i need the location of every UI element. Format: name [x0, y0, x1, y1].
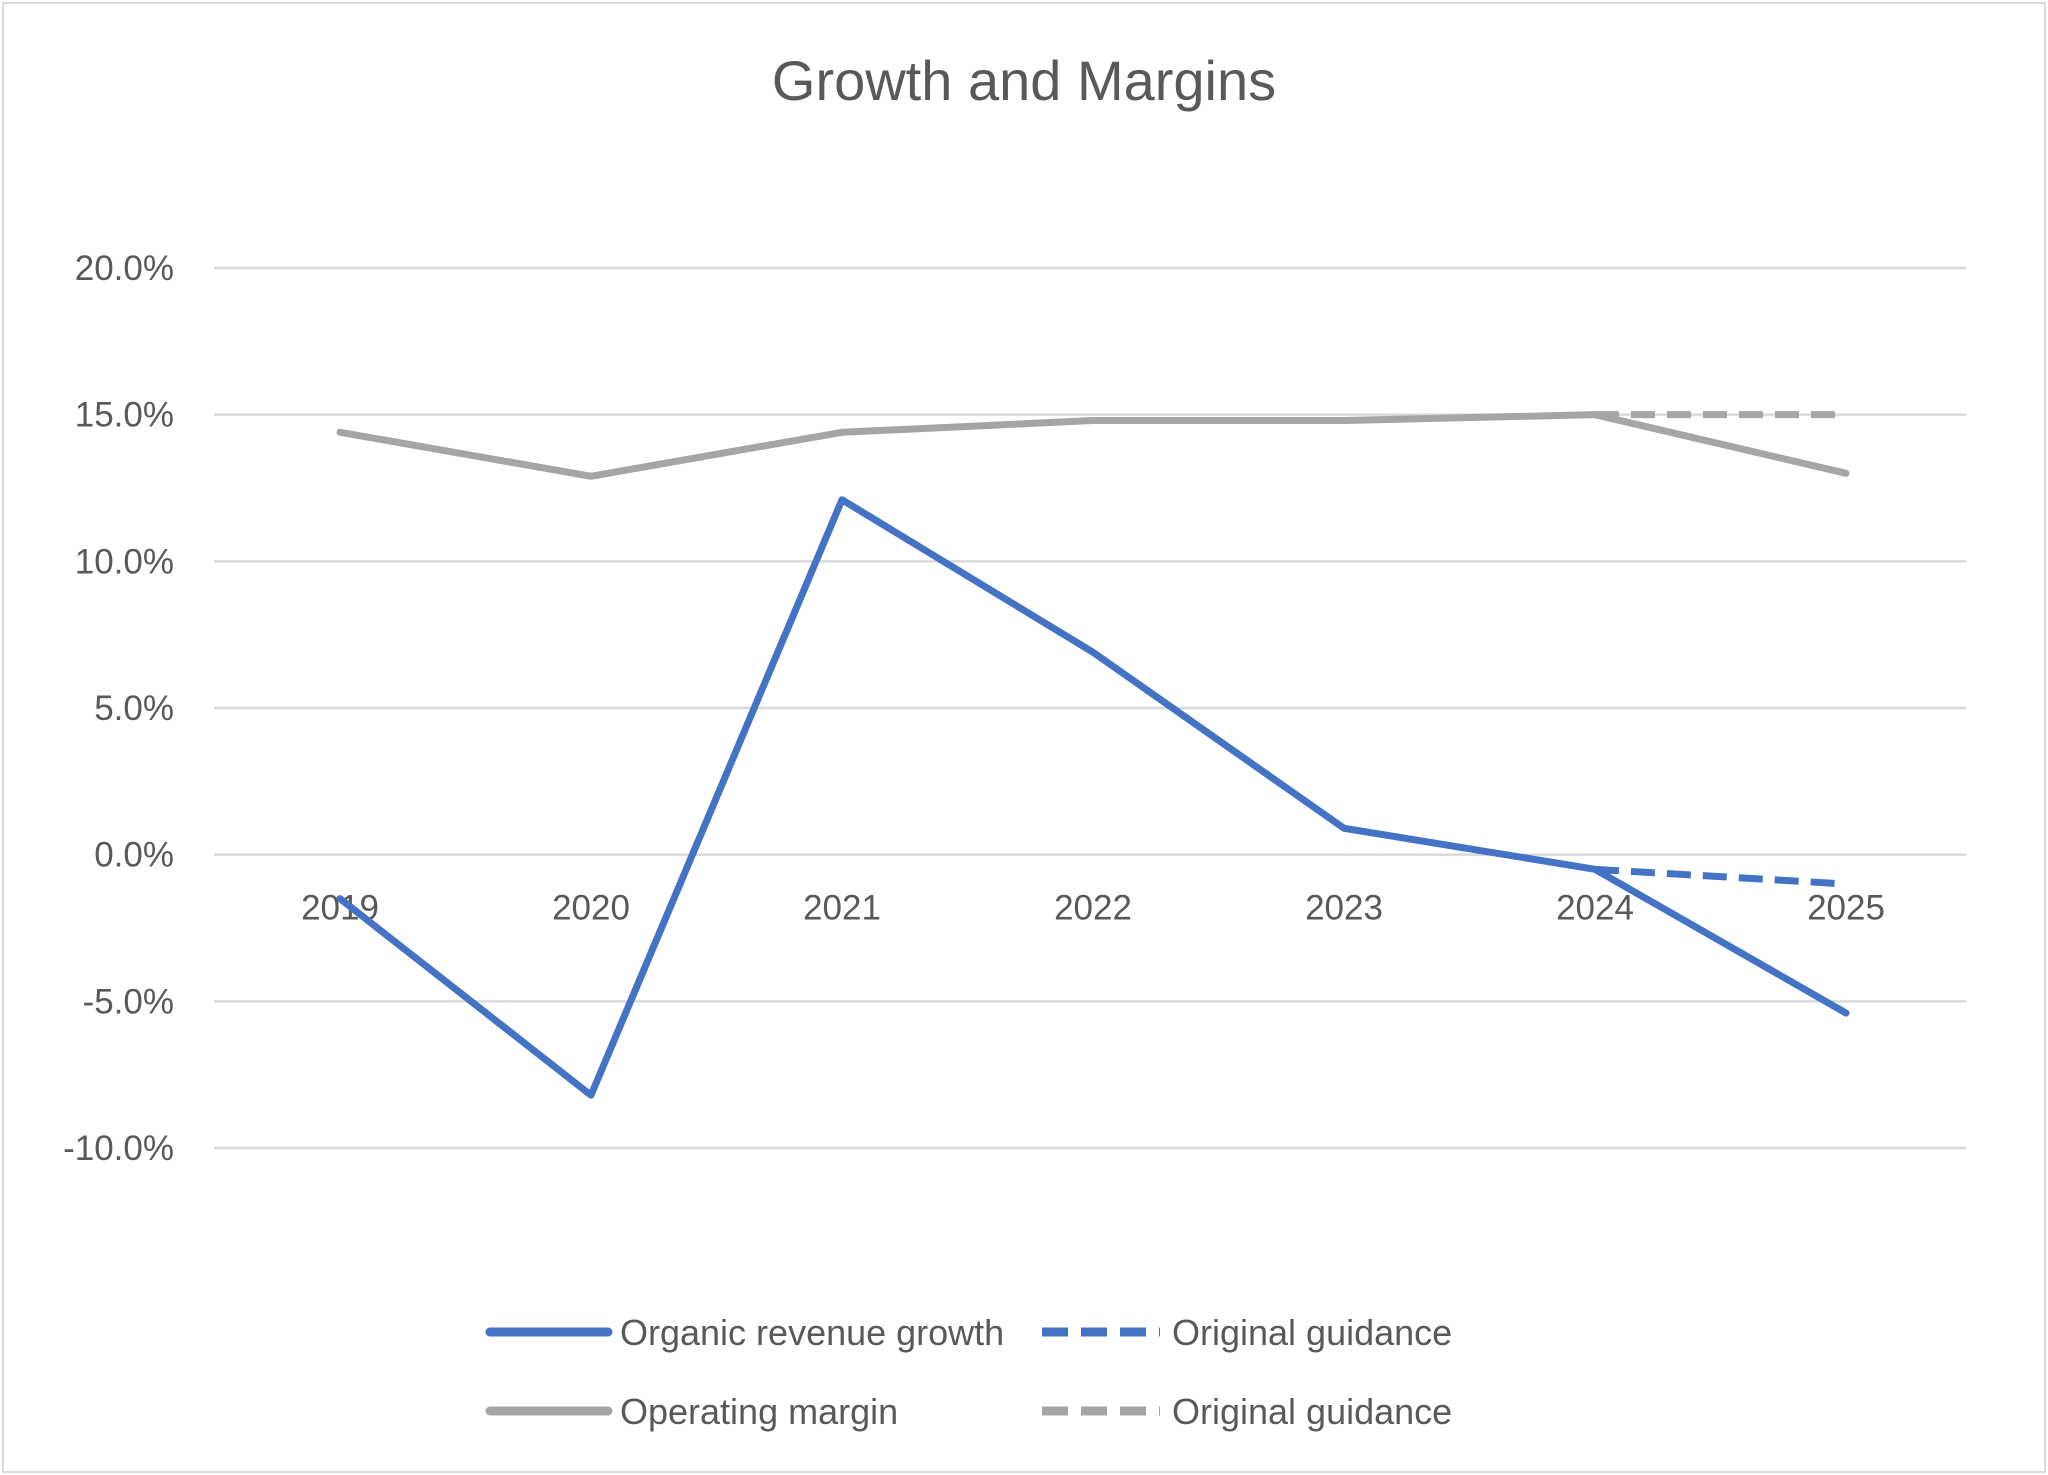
legend-item: Original guidance [1042, 1312, 1452, 1353]
y-tick-label: -10.0% [63, 1129, 174, 1168]
legend-item: Original guidance [1042, 1391, 1452, 1432]
x-tick-label: 2024 [1556, 889, 1634, 928]
legend-item: Organic revenue growth [485, 1312, 1004, 1353]
x-tick-label: 2021 [803, 889, 881, 928]
x-tick-label: 2023 [1305, 889, 1383, 928]
y-axis-tick-labels: 20.0% 15.0% 10.0% 5.0% 0.0% -5.0% -10.0% [63, 249, 174, 1168]
x-tick-label: 2025 [1807, 889, 1885, 928]
y-tick-label: 0.0% [94, 836, 174, 875]
x-tick-label: 2020 [552, 889, 630, 928]
legend-label: Original guidance [1172, 1391, 1452, 1432]
line-chart: Growth and Margins 20.0% 15.0% 10.0% 5.0% 0.… [63, 49, 1966, 1432]
chart-title: Growth and Margins [772, 49, 1276, 112]
legend-label: Original guidance [1172, 1312, 1452, 1353]
x-axis-tick-labels: 2019 2020 2021 2022 2023 2024 2025 [301, 889, 1885, 928]
y-tick-label: 20.0% [75, 249, 174, 288]
y-tick-label: 5.0% [94, 689, 174, 728]
x-tick-label: 2022 [1054, 889, 1132, 928]
series-lines [336, 411, 1850, 1099]
y-tick-label: 15.0% [75, 396, 174, 435]
y-tick-label: 10.0% [75, 542, 174, 581]
legend-item: Operating margin [485, 1391, 898, 1432]
series-line-operating-margin [336, 411, 1850, 480]
legend-label: Organic revenue growth [620, 1312, 1004, 1353]
series-line-organic-revenue-growth [336, 496, 1850, 1099]
gridlines [214, 266, 1966, 1150]
series-line-original-guidance-dashed [1594, 865, 1847, 888]
legend-label: Operating margin [620, 1391, 898, 1432]
y-tick-label: -5.0% [83, 982, 174, 1021]
legend: Organic revenue growth Original guidance O… [485, 1312, 1452, 1432]
